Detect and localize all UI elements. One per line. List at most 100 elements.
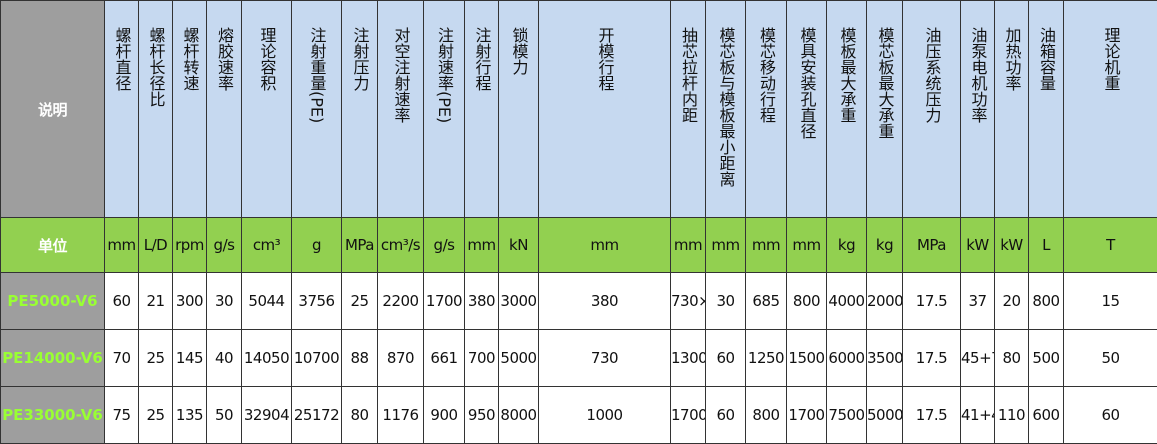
unit-cell: kg	[867, 218, 903, 273]
value-cell: 60	[1064, 387, 1157, 444]
column-header-text: 锁模力	[510, 1, 528, 75]
value-cell: 6000	[827, 330, 867, 387]
value-cell: 300	[173, 273, 207, 330]
column-header-text: 模芯板与模板最小距离	[717, 1, 735, 187]
value-cell: 5044	[242, 273, 292, 330]
model-name: PE33000-V6	[1, 387, 105, 444]
value-cell: 60	[706, 387, 746, 444]
column-header-text: 加热功率	[1003, 1, 1021, 91]
unit-cell: kN	[499, 218, 539, 273]
value-cell: 1250	[746, 330, 787, 387]
value-cell: 75	[105, 387, 139, 444]
value-cell: 2000	[867, 273, 903, 330]
value-cell: 800	[746, 387, 787, 444]
value-cell: 37	[961, 273, 995, 330]
column-header-text: 螺杆直径	[113, 1, 131, 91]
value-cell: 88	[342, 330, 378, 387]
value-cell: 380	[539, 273, 671, 330]
value-cell: 700	[465, 330, 499, 387]
unit-cell: L/D	[139, 218, 173, 273]
value-cell: 1700	[424, 273, 465, 330]
column-header: 熔胶速率	[207, 1, 242, 218]
value-cell: 800	[787, 273, 827, 330]
unit-cell: mm	[465, 218, 499, 273]
column-header-text: 模板最大承重	[838, 1, 856, 123]
value-cell: 4000	[827, 273, 867, 330]
unit-cell: T	[1064, 218, 1157, 273]
unit-cell: cm³	[242, 218, 292, 273]
value-cell: 1700	[787, 387, 827, 444]
value-cell: 2200	[378, 273, 424, 330]
value-cell: 145	[173, 330, 207, 387]
value-cell: 25172	[292, 387, 342, 444]
unit-cell: cm³/s	[378, 218, 424, 273]
value-cell: 30	[207, 273, 242, 330]
column-header: 注射行程	[465, 1, 499, 218]
column-header: 锁模力	[499, 1, 539, 218]
header-label: 说明	[1, 1, 105, 218]
value-cell: 21	[139, 273, 173, 330]
column-header-text: 螺杆转速	[181, 1, 199, 91]
value-cell: 70	[105, 330, 139, 387]
column-header-text: 抽芯拉杆内距	[679, 1, 697, 123]
value-cell: 730	[539, 330, 671, 387]
column-header: 抽芯拉杆内距	[671, 1, 706, 218]
column-header: 注射压力	[342, 1, 378, 218]
column-header: 模芯板与模板最小距离	[706, 1, 746, 218]
value-cell: 800	[1029, 273, 1064, 330]
column-header-text: 模芯板最大承重	[876, 1, 894, 139]
column-header-text: 注射速率(PE)	[435, 1, 453, 123]
value-cell: 17.5	[903, 387, 961, 444]
value-cell: 41+49	[961, 387, 995, 444]
unit-cell: mm	[105, 218, 139, 273]
value-cell: 3756	[292, 273, 342, 330]
column-header: 注射速率(PE)	[424, 1, 465, 218]
value-cell: 1700×1700	[671, 387, 706, 444]
column-header: 模芯移动行程	[746, 1, 787, 218]
column-header: 加热功率	[995, 1, 1029, 218]
value-cell: 40	[207, 330, 242, 387]
value-cell: 685	[746, 273, 787, 330]
unit-label: 单位	[1, 218, 105, 273]
value-cell: 14050	[242, 330, 292, 387]
value-cell: 3500	[867, 330, 903, 387]
column-header-text: 开模行程	[596, 1, 614, 91]
model-name: PE14000-V6	[1, 330, 105, 387]
value-cell: 25	[139, 387, 173, 444]
value-cell: 1500	[787, 330, 827, 387]
column-header-text: 油压系统压力	[923, 1, 941, 123]
value-cell: 380	[465, 273, 499, 330]
column-header: 螺杆长径比	[139, 1, 173, 218]
column-header-text: 注射重量(PE)	[308, 1, 326, 123]
unit-cell: mm	[746, 218, 787, 273]
value-cell: 110	[995, 387, 1029, 444]
unit-cell: L	[1029, 218, 1064, 273]
column-header-text: 理论机重	[1102, 1, 1120, 91]
value-cell: 17.5	[903, 330, 961, 387]
unit-cell: mm	[671, 218, 706, 273]
column-header: 油泵电机功率	[961, 1, 995, 218]
column-header: 理论容积	[242, 1, 292, 218]
value-cell: 7500	[827, 387, 867, 444]
value-cell: 135	[173, 387, 207, 444]
unit-cell: MPa	[903, 218, 961, 273]
column-header-text: 理论容积	[258, 1, 276, 91]
value-cell: 1300×1300	[671, 330, 706, 387]
value-cell: 3000	[499, 273, 539, 330]
column-header: 模板最大承重	[827, 1, 867, 218]
column-header: 注射重量(PE)	[292, 1, 342, 218]
value-cell: 50	[207, 387, 242, 444]
value-cell: 500	[1029, 330, 1064, 387]
value-cell: 950	[465, 387, 499, 444]
unit-cell: mm	[539, 218, 671, 273]
column-header-text: 螺杆长径比	[147, 1, 165, 107]
unit-cell: kW	[995, 218, 1029, 273]
value-cell: 17.5	[903, 273, 961, 330]
value-cell: 900	[424, 387, 465, 444]
column-header: 模芯板最大承重	[867, 1, 903, 218]
value-cell: 1176	[378, 387, 424, 444]
column-header: 螺杆直径	[105, 1, 139, 218]
